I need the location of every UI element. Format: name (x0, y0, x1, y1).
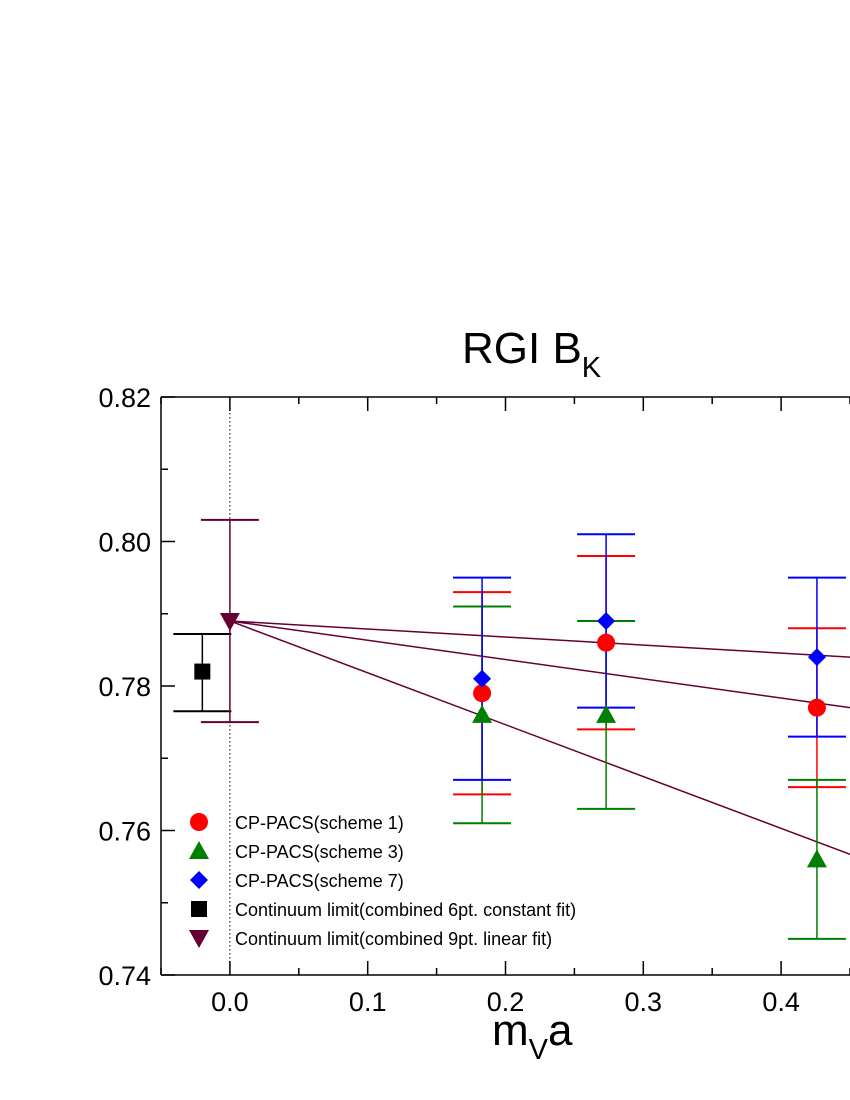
x-axis-label-sub: V (529, 1034, 549, 1066)
legend-entry-5: Continuum limit(combined 9pt. linear fit… (189, 929, 552, 949)
legend-marker-3 (190, 871, 208, 889)
legend-entry-3: CP-PACS(scheme 7) (190, 871, 404, 891)
axis-ticks: 0.0 0.1 0.2 0.3 0.4 0.74 0.76 0.78 0.80 0.82 (98, 383, 850, 1017)
legend-label-3: CP-PACS(scheme 7) (235, 871, 404, 891)
legend-label-2: CP-PACS(scheme 3) (235, 842, 404, 862)
chart-title: RGI BK (462, 324, 602, 384)
legend-marker-1 (190, 813, 208, 831)
data-point-s5-p1 (219, 612, 240, 631)
legend-label-5: Continuum limit(combined 9pt. linear fit… (235, 929, 552, 949)
x-axis-label: mVa (492, 1006, 573, 1066)
chart-title-main: RGI B (462, 324, 582, 373)
y-tick-label-3: 0.80 (98, 528, 151, 558)
data-point-s1-p2 (597, 633, 616, 652)
legend: CP-PACS(scheme 1) CP-PACS(scheme 3) CP-PAC… (189, 813, 576, 949)
legend-label-1: CP-PACS(scheme 1) (235, 813, 404, 833)
x-axis-label-main: m (492, 1006, 529, 1055)
legend-entry-4: Continuum limit(combined 6pt. constant f… (191, 900, 576, 920)
fit-line-2 (229, 620, 850, 709)
x-tick-label-4: 0.4 (762, 987, 800, 1017)
plot-area (173, 397, 850, 975)
data-point-s2-p2 (596, 704, 617, 723)
legend-marker-2 (189, 841, 209, 859)
data-point-s2-p1 (472, 704, 493, 723)
legend-entry-2: CP-PACS(scheme 3) (189, 841, 404, 862)
y-tick-label-1: 0.76 (98, 817, 151, 847)
data-point-s3-p1 (473, 669, 492, 688)
legend-entry-1: CP-PACS(scheme 1) (190, 813, 404, 833)
y-tick-label-2: 0.78 (98, 672, 151, 702)
data-point-s4-p1 (194, 663, 211, 680)
x-tick-label-1: 0.1 (349, 987, 387, 1017)
y-tick-label-4: 0.82 (98, 383, 151, 413)
x-tick-label-0: 0.0 (211, 987, 249, 1017)
chart-title-sub: K (582, 352, 602, 384)
x-tick-label-3: 0.3 (625, 987, 663, 1017)
legend-label-4: Continuum limit(combined 6pt. constant f… (235, 900, 576, 920)
x-axis-label-tail: a (548, 1006, 573, 1055)
fit-line-1 (229, 620, 850, 658)
data-point-s2-p3 (806, 849, 827, 868)
data-point-s3-p2 (597, 611, 616, 630)
data-point-s3-p3 (807, 648, 826, 667)
data-point-s1-p3 (807, 698, 826, 717)
legend-marker-5 (189, 930, 209, 948)
y-tick-label-0: 0.74 (98, 961, 151, 991)
data-point-s1-p1 (473, 684, 492, 703)
fit-line-3 (229, 620, 850, 856)
x-tick-label-2: 0.2 (487, 987, 525, 1017)
legend-marker-4 (191, 901, 207, 917)
